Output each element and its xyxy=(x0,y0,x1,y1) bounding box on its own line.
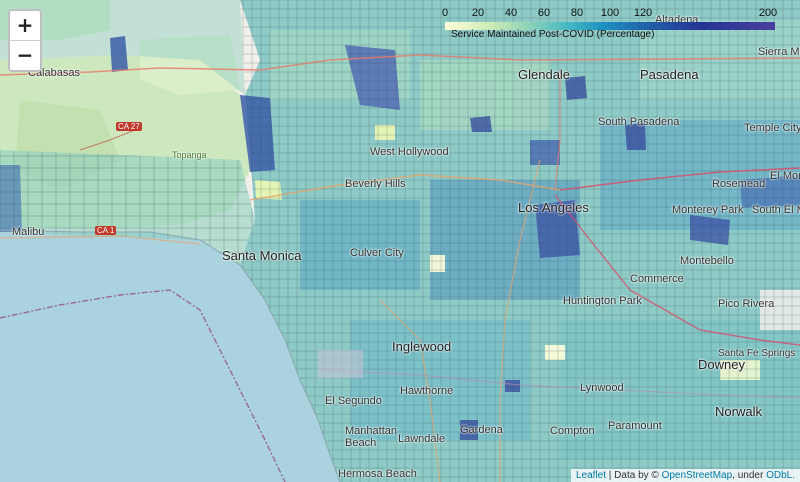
legend-tick: 40 xyxy=(504,7,518,19)
place-pasadena: Pasadena xyxy=(640,67,699,82)
legend-tick: 0 xyxy=(441,7,449,19)
license-link[interactable]: ODbL. xyxy=(766,470,795,481)
place-rosemead: Rosemead xyxy=(712,178,766,190)
place-malibu: Malibu xyxy=(12,226,45,238)
zoom-out-button[interactable]: − xyxy=(16,43,34,67)
osm-link[interactable]: OpenStreetMap xyxy=(661,470,733,481)
place-downey: Downey xyxy=(698,357,745,372)
place-el-segundo: El Segundo xyxy=(325,395,382,407)
zoom-in-button[interactable]: + xyxy=(10,11,40,41)
road-ca27: CA 27 xyxy=(116,122,142,131)
legend: 0 20 40 60 80 100 120 200 Service Mainta… xyxy=(441,7,784,41)
place-culver-city: Culver City xyxy=(350,247,404,259)
place-santa-monica: Santa Monica xyxy=(222,248,302,263)
place-los-angeles: Los Angeles xyxy=(518,200,589,215)
place-paramount: Paramount xyxy=(608,420,662,432)
place-temple-city: Temple City xyxy=(744,122,800,134)
place-norwalk: Norwalk xyxy=(715,404,762,419)
legend-tick: 20 xyxy=(471,7,485,19)
place-topanga: Topanga xyxy=(172,150,207,160)
legend-ticks: 0 20 40 60 80 100 120 200 xyxy=(441,7,784,21)
legend-color-bar xyxy=(445,22,775,30)
place-el-monte: El Monte xyxy=(770,170,800,182)
place-south-pasadena: South Pasadena xyxy=(598,116,680,128)
place-gardena: Gardena xyxy=(460,424,503,436)
place-lawndale: Lawndale xyxy=(398,433,446,445)
attribution: Leaflet | Data by © OpenStreetMap, under… xyxy=(570,469,800,482)
place-compton: Compton xyxy=(550,425,595,437)
legend-tick: 100 xyxy=(600,7,620,19)
place-beverly-hills: Beverly Hills xyxy=(345,178,406,190)
place-glendale: Glendale xyxy=(518,67,571,82)
legend-tick: 200 xyxy=(758,7,778,19)
place-sierra-madre: Sierra Madre xyxy=(758,46,800,58)
place-west-hollywood: West Hollywood xyxy=(370,146,449,158)
place-monterey-park: Monterey Park xyxy=(672,204,744,216)
road-ca1: CA 1 xyxy=(95,226,117,235)
place-inglewood: Inglewood xyxy=(392,339,452,354)
place-manhattan-beach: Manhattan Beach xyxy=(345,425,397,449)
legend-title: Service Maintained Post-COVID (Percentag… xyxy=(451,29,655,40)
leaflet-link[interactable]: Leaflet xyxy=(575,470,607,481)
attribution-text: | Data by © xyxy=(606,470,662,481)
place-hawthorne: Hawthorne xyxy=(400,385,454,397)
place-lynwood: Lynwood xyxy=(580,382,624,394)
airport xyxy=(318,350,363,378)
place-montebello: Montebello xyxy=(680,255,734,267)
legend-tick: 80 xyxy=(570,7,584,19)
attribution-text-2: , under xyxy=(732,470,767,481)
zoom-control: + − xyxy=(8,9,42,72)
legend-tick: 120 xyxy=(633,7,653,19)
legend-tick: 60 xyxy=(537,7,551,19)
place-commerce: Commerce xyxy=(630,273,684,285)
place-pico-rivera: Pico Rivera xyxy=(718,298,775,310)
place-santa-fe-springs: Santa Fe Springs xyxy=(718,348,796,359)
coastline xyxy=(0,229,341,482)
place-south-el-monte: South El M xyxy=(752,204,800,216)
place-huntington-park: Huntington Park xyxy=(563,295,642,307)
place-hermosa-beach: Hermosa Beach xyxy=(338,468,417,480)
